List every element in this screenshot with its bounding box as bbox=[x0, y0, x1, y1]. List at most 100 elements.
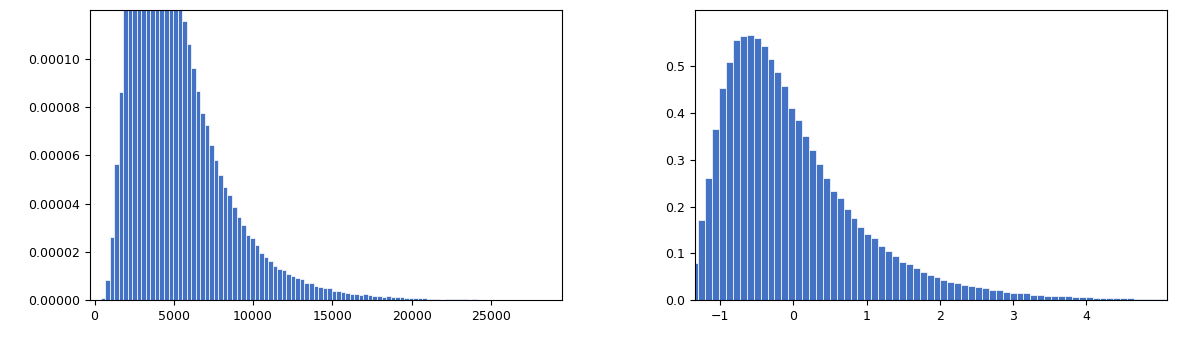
Bar bbox=[976, 287, 982, 300]
Bar bbox=[906, 264, 913, 300]
Bar bbox=[961, 285, 968, 300]
Bar bbox=[1078, 297, 1086, 300]
Bar bbox=[273, 266, 278, 300]
Bar bbox=[1051, 296, 1058, 300]
Bar bbox=[263, 257, 268, 300]
Bar bbox=[423, 298, 427, 300]
Bar bbox=[844, 209, 851, 300]
Bar bbox=[250, 238, 255, 300]
Bar bbox=[754, 38, 760, 300]
Bar bbox=[968, 286, 976, 300]
Bar bbox=[472, 299, 476, 300]
Bar bbox=[304, 283, 309, 300]
Bar bbox=[431, 299, 436, 300]
Bar bbox=[1044, 296, 1051, 300]
Bar bbox=[454, 299, 458, 300]
Bar bbox=[187, 44, 192, 300]
Bar bbox=[133, 0, 136, 300]
Bar bbox=[151, 0, 154, 300]
Bar bbox=[281, 270, 286, 300]
Bar bbox=[177, 0, 182, 300]
Bar bbox=[390, 297, 395, 300]
Bar bbox=[372, 296, 377, 300]
Bar bbox=[400, 297, 405, 300]
Bar bbox=[237, 217, 241, 300]
Bar bbox=[427, 298, 431, 300]
Bar bbox=[919, 272, 926, 300]
Bar bbox=[1038, 295, 1044, 300]
Bar bbox=[255, 245, 260, 300]
Bar bbox=[685, 288, 692, 300]
Bar bbox=[692, 263, 698, 300]
Bar bbox=[440, 299, 445, 300]
Bar bbox=[205, 125, 209, 300]
Bar bbox=[837, 198, 844, 300]
Bar bbox=[192, 68, 196, 300]
Bar bbox=[114, 164, 119, 300]
Bar bbox=[159, 0, 164, 300]
Bar bbox=[864, 234, 871, 300]
Bar bbox=[408, 298, 413, 300]
Bar bbox=[345, 293, 350, 300]
Bar bbox=[354, 294, 359, 300]
Bar bbox=[332, 290, 336, 300]
Bar bbox=[169, 0, 174, 300]
Bar bbox=[1086, 297, 1093, 300]
Bar bbox=[223, 187, 227, 300]
Bar bbox=[767, 59, 774, 300]
Bar bbox=[1023, 293, 1031, 300]
Bar bbox=[463, 299, 468, 300]
Bar bbox=[323, 288, 327, 300]
Bar bbox=[418, 298, 423, 300]
Bar bbox=[816, 164, 822, 300]
Bar bbox=[947, 282, 954, 300]
Bar bbox=[712, 129, 719, 300]
Bar bbox=[1093, 298, 1100, 300]
Bar bbox=[164, 0, 169, 300]
Bar bbox=[678, 299, 685, 300]
Bar bbox=[996, 290, 1003, 300]
Bar bbox=[1134, 298, 1141, 300]
Bar bbox=[377, 296, 382, 300]
Bar bbox=[141, 0, 146, 300]
Bar bbox=[105, 280, 110, 300]
Bar bbox=[318, 287, 323, 300]
Bar bbox=[154, 0, 159, 300]
Bar bbox=[314, 286, 318, 300]
Bar bbox=[296, 278, 300, 300]
Bar bbox=[899, 262, 906, 300]
Bar bbox=[359, 295, 364, 300]
Bar bbox=[1190, 299, 1196, 300]
Bar bbox=[698, 220, 705, 300]
Bar bbox=[1071, 297, 1078, 300]
Bar bbox=[913, 268, 919, 300]
Bar bbox=[705, 178, 712, 300]
Bar bbox=[1113, 298, 1120, 300]
Bar bbox=[879, 246, 885, 300]
Bar bbox=[789, 108, 795, 300]
Bar bbox=[458, 299, 463, 300]
Bar bbox=[1106, 298, 1113, 300]
Bar bbox=[871, 238, 879, 300]
Bar bbox=[857, 227, 864, 300]
Bar bbox=[123, 8, 128, 300]
Bar bbox=[278, 268, 281, 300]
Bar bbox=[245, 235, 250, 300]
Bar bbox=[782, 86, 789, 300]
Bar bbox=[385, 296, 390, 300]
Bar bbox=[1148, 299, 1155, 300]
Bar bbox=[336, 291, 341, 300]
Bar bbox=[327, 288, 332, 300]
Bar bbox=[300, 279, 304, 300]
Bar bbox=[733, 40, 740, 300]
Bar bbox=[218, 175, 223, 300]
Bar bbox=[445, 299, 449, 300]
Bar bbox=[196, 91, 200, 300]
Bar bbox=[1100, 298, 1106, 300]
Bar bbox=[449, 299, 454, 300]
Bar bbox=[119, 92, 123, 300]
Bar bbox=[851, 218, 857, 300]
Bar bbox=[1120, 298, 1128, 300]
Bar bbox=[1183, 299, 1190, 300]
Bar bbox=[892, 256, 899, 300]
